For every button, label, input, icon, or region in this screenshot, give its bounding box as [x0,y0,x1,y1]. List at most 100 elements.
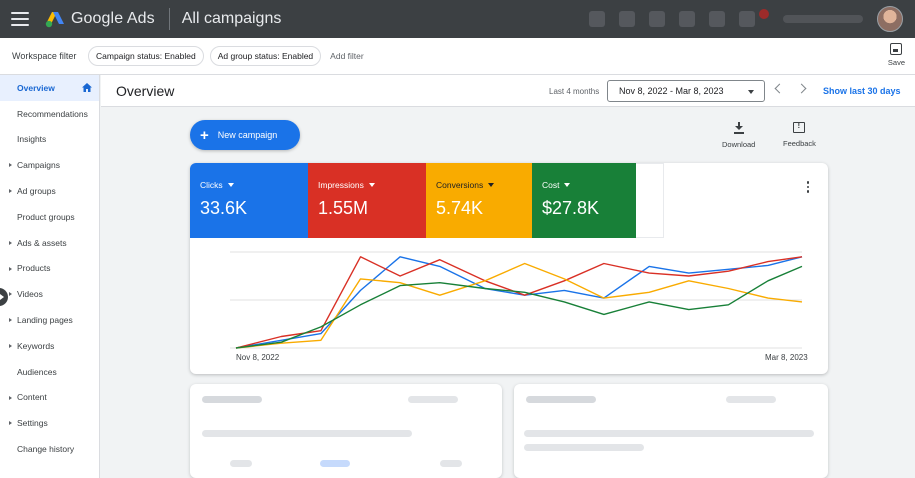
help-icon[interactable] [709,11,725,27]
sidebar-item-content[interactable]: Content [0,385,99,411]
sidebar-item-settings[interactable]: Settings [0,410,99,436]
sidebar-item-label: Keywords [17,340,55,351]
filter-bar: Workspace filter Campaign status: Enable… [0,38,915,75]
sidebar-item-recommendations[interactable]: Recommendations [0,101,99,127]
sidebar-item-videos[interactable]: Videos [0,281,99,307]
top-bar: Google Ads All campaigns [0,0,915,38]
sidebar-item-label: Ads & assets [17,237,67,248]
sidebar-item-label: Settings [17,418,48,429]
metric-dropdown[interactable]: Cost [542,180,636,190]
sidebar-item-audiences[interactable]: Audiences [0,359,99,385]
sidebar-item-products[interactable]: Products [0,256,99,282]
sidebar-item-campaigns[interactable]: Campaigns [0,152,99,178]
metric-dropdown[interactable]: Impressions [318,180,426,190]
avatar[interactable] [877,6,903,32]
sidebar-item-label: Overview [17,82,55,93]
metric-label: Conversions [436,180,484,190]
date-range-label: Last 4 months [549,87,600,96]
sidebar-item-ad-groups[interactable]: Ad groups [0,178,99,204]
main-header: Overview Last 4 months Nov 8, 2022 - Mar… [101,75,915,107]
add-metric-slot[interactable] [636,163,664,238]
add-filter-button[interactable]: Add filter [330,51,364,61]
download-label: Download [722,140,756,149]
date-range-value: Nov 8, 2022 - Mar 8, 2023 [619,86,724,96]
reports-icon[interactable] [619,11,635,27]
notifications-icon[interactable] [739,11,755,27]
refresh-icon[interactable] [679,11,695,27]
search-icon[interactable] [589,11,605,27]
metric-tile-cost[interactable]: Cost $27.8K [532,163,636,238]
sidebar-item-label: Product groups [17,211,75,222]
sidebar: Overview Recommendations Insights Campai… [0,75,100,478]
menu-icon[interactable] [11,12,29,26]
sidebar-collapse-handle[interactable] [0,288,8,306]
performance-line-chart [230,251,803,349]
sidebar-item-overview[interactable]: Overview [0,75,99,101]
ad-group-status-chip[interactable]: Ad group status: Enabled [209,46,322,66]
campaign-status-chip[interactable]: Campaign status: Enabled [88,46,204,66]
save-icon [890,43,903,55]
feedback-label: Feedback [783,139,816,148]
date-range-select[interactable]: Nov 8, 2022 - Mar 8, 2023 [607,80,765,102]
chart-series-line-3 [235,265,803,349]
new-campaign-button[interactable]: + New campaign [190,120,300,150]
sidebar-item-label: Campaigns [17,160,60,171]
chevron-down-icon [488,183,495,187]
metric-tile-conversions[interactable]: Conversions 5.74K [426,163,532,238]
chevron-right-icon[interactable] [796,83,807,94]
metric-value: 33.6K [200,198,248,218]
chevron-left-icon[interactable] [774,83,785,94]
metric-dropdown[interactable]: Clicks [200,180,308,190]
metric-dropdown[interactable]: Conversions [436,180,532,190]
x-axis-start-label: Nov 8, 2022 [236,353,280,362]
tools-icon[interactable] [649,11,665,27]
feedback-button[interactable]: Feedback [783,121,816,148]
feedback-icon [793,121,806,133]
topbar-divider [168,8,170,30]
chevron-down-icon [227,183,234,187]
sidebar-item-label: Ad groups [17,186,56,197]
new-campaign-label: New campaign [217,130,278,140]
save-label: Save [887,58,905,67]
metric-label: Cost [542,180,560,190]
notification-badge [759,9,769,19]
sidebar-item-product-groups[interactable]: Product groups [0,204,99,230]
plus-icon: + [200,126,209,144]
account-title[interactable]: All campaigns [181,10,282,27]
app-name: Google Ads [71,10,155,27]
more-vert-icon[interactable] [806,181,810,193]
save-button[interactable]: Save [888,43,905,67]
blurred-card-left [190,384,502,478]
home-icon [82,83,92,92]
sidebar-item-change-history[interactable]: Change history [0,436,99,462]
workspace-filter-label: Workspace filter [12,51,77,61]
sidebar-item-label: Insights [17,134,47,145]
topbar-icon-group [589,0,903,38]
metric-tile-impressions[interactable]: Impressions 1.55M [308,163,426,238]
sidebar-item-label: Content [17,392,47,403]
page-title: Overview [116,83,175,99]
metric-value: 5.74K [436,198,484,218]
show-last-30-days-link[interactable]: Show last 30 days [823,86,901,96]
metric-value: 1.55M [318,198,369,218]
chart-series-line-0 [235,256,803,349]
google-ads-logo-icon [45,12,64,28]
download-icon [733,122,744,134]
metric-label: Clicks [200,180,223,190]
sidebar-item-keywords[interactable]: Keywords [0,333,99,359]
sidebar-item-label: Videos [17,289,43,300]
sidebar-item-label: Recommendations [17,108,88,119]
metric-tile-clicks[interactable]: Clicks 33.6K [190,163,308,238]
sidebar-item-ads-assets[interactable]: Ads & assets [0,230,99,256]
sidebar-item-insights[interactable]: Insights [0,127,99,153]
sidebar-item-label: Audiences [17,366,57,377]
download-button[interactable]: Download [722,122,755,149]
x-axis-end-label: Mar 8, 2023 [765,353,808,362]
sidebar-item-label: Landing pages [17,315,73,326]
performance-card: Clicks 33.6K Impressions 1.55M Conversio… [190,163,828,374]
sidebar-item-label: Change history [17,444,75,455]
account-info[interactable] [783,15,863,23]
chevron-down-icon [368,183,375,187]
chart-series-line-1 [235,256,803,349]
sidebar-item-landing-pages[interactable]: Landing pages [0,307,99,333]
